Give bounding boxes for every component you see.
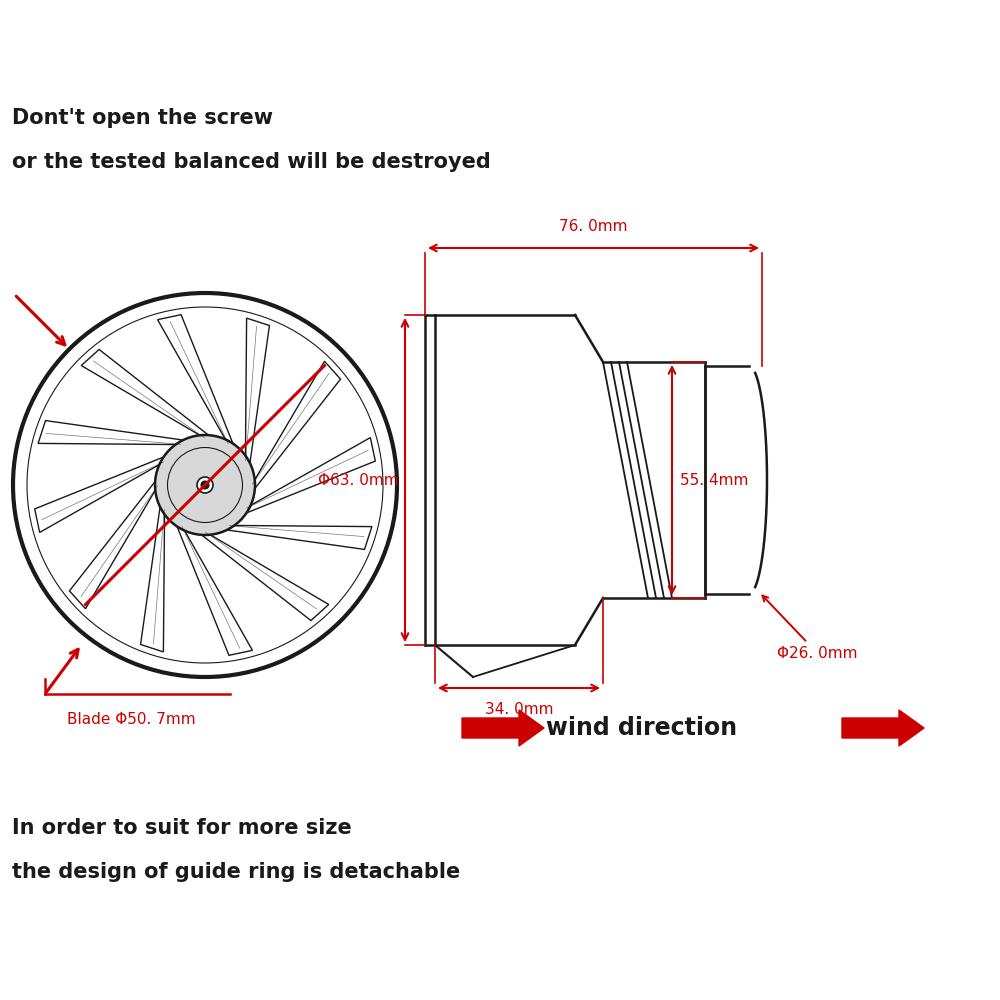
Text: Blade Φ50. 7mm: Blade Φ50. 7mm — [67, 712, 195, 727]
Circle shape — [197, 477, 213, 493]
Text: 76. 0mm: 76. 0mm — [559, 219, 628, 234]
Text: 55. 4mm: 55. 4mm — [680, 473, 748, 488]
Circle shape — [201, 481, 209, 489]
Text: wind direction: wind direction — [546, 716, 738, 740]
FancyArrow shape — [462, 710, 544, 746]
Text: Φ26. 0mm: Φ26. 0mm — [762, 596, 858, 660]
FancyArrow shape — [842, 710, 924, 746]
Text: In order to suit for more size: In order to suit for more size — [12, 818, 352, 838]
Text: Dont't open the screw: Dont't open the screw — [12, 108, 273, 128]
Text: 34. 0mm: 34. 0mm — [485, 702, 553, 717]
Text: or the tested balanced will be destroyed: or the tested balanced will be destroyed — [12, 152, 491, 172]
Text: the design of guide ring is detachable: the design of guide ring is detachable — [12, 862, 460, 882]
Circle shape — [155, 435, 255, 535]
Text: Φ63. 0mm: Φ63. 0mm — [318, 473, 399, 488]
